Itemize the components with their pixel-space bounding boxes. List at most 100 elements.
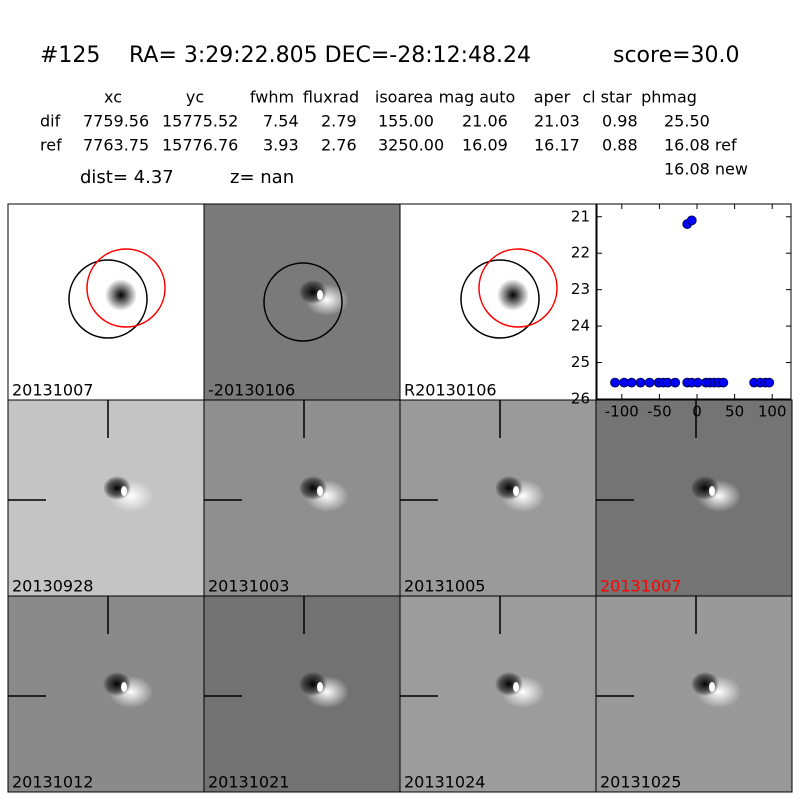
residual-core: [121, 486, 127, 496]
residual-dark: [299, 280, 327, 304]
source-core: [497, 279, 529, 311]
table-cell: 16.08 ref: [664, 136, 737, 155]
panel-background: [595, 595, 793, 793]
source-core: [105, 279, 137, 311]
panel-background: [399, 595, 597, 793]
y-tick-label: 23: [571, 280, 590, 298]
table-cell: 16.17: [534, 136, 580, 155]
x-tick-label: 50: [725, 403, 744, 421]
residual-core: [121, 682, 127, 692]
panel-label: 20130928: [12, 577, 93, 596]
residual-dark: [691, 476, 719, 500]
row-label: ref: [40, 136, 62, 155]
aperture-red: [478, 248, 558, 328]
residual-dark: [495, 672, 523, 696]
y-tick-label: 26: [571, 390, 590, 408]
aperture-black: [263, 262, 343, 342]
image-panel: 20131025: [595, 595, 793, 793]
residual-dark: [495, 476, 523, 500]
point: [718, 377, 729, 388]
column-header: isoarea: [375, 88, 433, 107]
panel-label: -20130106: [208, 381, 295, 400]
x-tick-label: -50: [647, 403, 672, 421]
panel-label: 20131005: [404, 577, 485, 596]
panel-background: [595, 399, 793, 597]
panel-background: [7, 595, 205, 793]
panel-background: [203, 203, 401, 401]
x-tick-label: -100: [605, 403, 639, 421]
table-cell: 2.79: [321, 112, 357, 131]
y-tick-label: 24: [571, 317, 590, 335]
table-cell: 25.50: [664, 112, 710, 131]
table-cell: 0.98: [602, 112, 638, 131]
panel-background: [7, 399, 205, 597]
point: [635, 377, 646, 388]
table-cell: 15775.52: [162, 112, 238, 131]
panel-background: [203, 399, 401, 597]
aperture-black: [460, 259, 540, 339]
residual-dark: [299, 476, 327, 500]
table-cell: 7759.56: [83, 112, 149, 131]
tick-label-bg: [566, 317, 592, 336]
tick-label-bg: [566, 207, 592, 226]
panel-background: [203, 595, 401, 793]
plot-area: [596, 203, 792, 400]
table-cell: 7763.75: [83, 136, 149, 155]
column-header: fluxrad: [303, 88, 359, 107]
column-header: fwhm: [250, 88, 294, 107]
table-cell: 3.93: [263, 136, 299, 155]
table-cell: 0.88: [602, 136, 638, 155]
point: [686, 215, 697, 226]
phmag-new: 16.08 new: [664, 160, 748, 179]
column-header: phmag: [641, 88, 697, 107]
panel-label: 20131007: [12, 381, 93, 400]
image-panel: 20131005: [399, 399, 597, 597]
image-panel: 20131021: [203, 595, 401, 793]
panel-background: [7, 203, 205, 401]
point: [626, 377, 637, 388]
table-cell: 3250.00: [378, 136, 444, 155]
column-header: aper: [534, 88, 571, 107]
residual-dark: [103, 476, 131, 500]
panel-label: R20130106: [404, 381, 497, 400]
panel-label: 20131007: [600, 577, 681, 596]
panel-label: 20131003: [208, 577, 289, 596]
row-label: dif: [40, 112, 61, 131]
table-cell: 16.09: [462, 136, 508, 155]
table-cell: 21.06: [462, 112, 508, 131]
point: [610, 377, 620, 388]
panel-background: [399, 399, 597, 597]
image-panel: 20131024: [399, 595, 597, 793]
y-tick-label: 25: [571, 353, 590, 371]
score: score=30.0: [613, 43, 740, 68]
image-panel: 20131007: [595, 399, 793, 597]
dist: dist= 4.37: [80, 167, 174, 188]
image-panel: 20131007: [7, 203, 205, 401]
aperture-red: [86, 248, 166, 328]
table-cell: 2.76: [321, 136, 357, 155]
panel-label: 20131025: [600, 773, 681, 792]
column-header: xc: [104, 88, 122, 107]
residual-dark: [691, 672, 719, 696]
residual-core: [709, 486, 715, 496]
coordinates: RA= 3:29:22.805 DEC=-28:12:48.24: [129, 43, 531, 68]
z-value: z= nan: [230, 167, 294, 188]
residual-dark: [299, 672, 327, 696]
residual-core: [317, 486, 323, 496]
tick-label-bg: [566, 280, 592, 299]
table-cell: 155.00: [378, 112, 434, 131]
image-panel: R20130106: [399, 203, 597, 401]
image-panel: 20130928: [7, 399, 205, 597]
x-tick-label: 100: [758, 403, 787, 421]
image-panel: -20130106: [203, 203, 401, 401]
y-tick-label: 21: [571, 207, 590, 225]
image-panel: 20131003: [203, 399, 401, 597]
tick-label-bg: [566, 244, 592, 263]
residual-core: [317, 290, 323, 300]
aperture-black: [68, 259, 148, 339]
y-tick-label: 22: [571, 244, 590, 262]
panel-label: 20131024: [404, 773, 485, 792]
residual-dark: [103, 672, 131, 696]
tick-label-bg: [566, 353, 592, 372]
